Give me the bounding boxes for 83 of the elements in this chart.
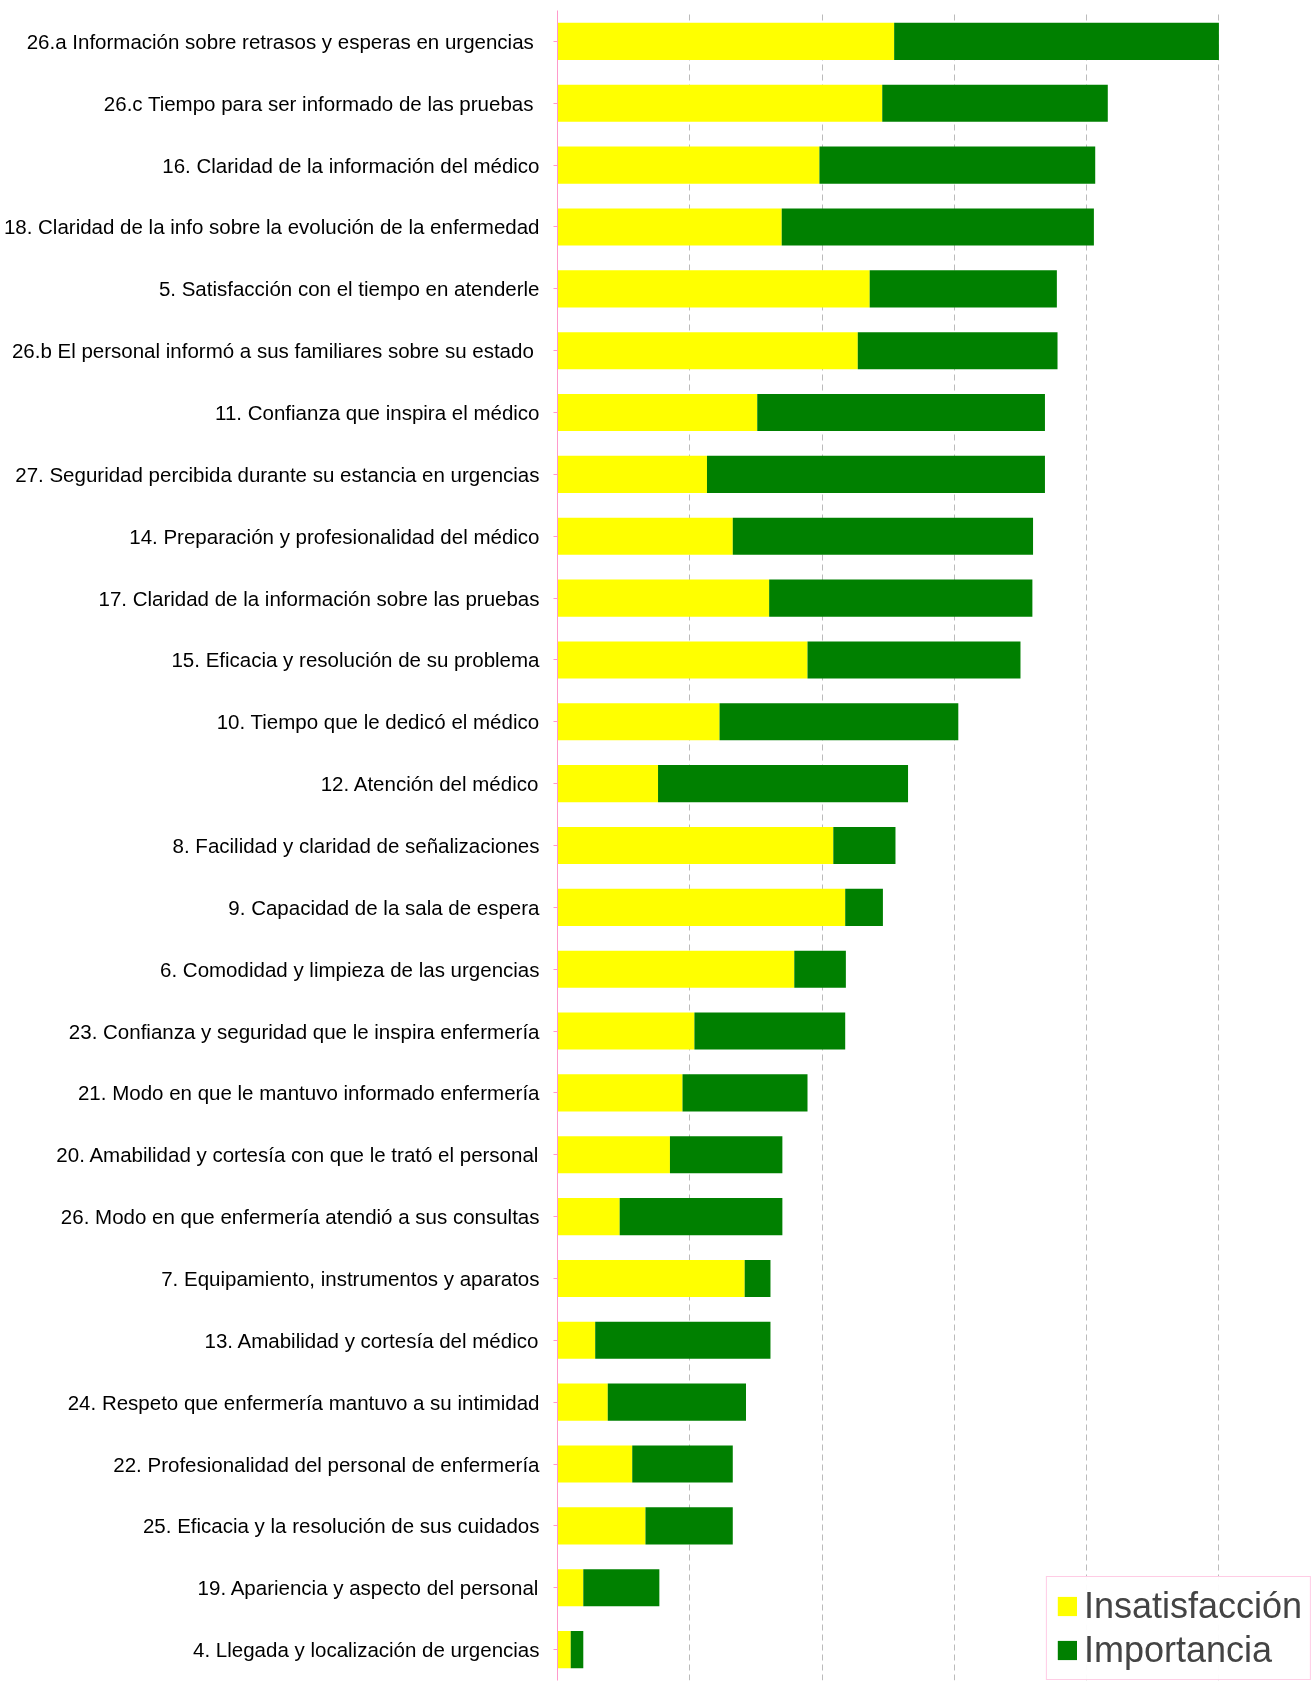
bar <box>557 765 659 803</box>
bar <box>557 1136 670 1174</box>
bar <box>557 1074 683 1112</box>
y-tick-label: 9. Capacidad de la sala de espera <box>228 895 541 919</box>
bar <box>781 208 1094 246</box>
bar <box>619 1198 783 1236</box>
bar <box>632 1445 733 1483</box>
y-tick-label: 11. Confianza que inspira el médico <box>215 401 540 425</box>
bar <box>882 84 1108 122</box>
bar <box>557 1445 633 1483</box>
bar <box>557 888 846 926</box>
bar <box>557 1012 695 1050</box>
y-tick-label: 13. Amabilidad y cortesía del médico <box>204 1328 539 1352</box>
y-tick-label: 12. Atención del médico <box>320 772 539 796</box>
y-tick-label: 20. Amabilidad y cortesía con que le trató el personal <box>56 1143 539 1167</box>
bar <box>645 1507 733 1545</box>
y-tick-label: 5. Satisfacción con el tiempo en atenderle <box>158 277 540 301</box>
bar <box>807 641 1021 679</box>
bar <box>757 393 1045 432</box>
y-tick-label: 19. Apariencia y aspecto del personal <box>197 1576 539 1600</box>
bar <box>557 146 820 184</box>
y-tick-label: 8. Facilidad y claridad de señalizaciones <box>172 834 540 857</box>
y-tick-label: 23. Confianza y seguridad que le inspira enfermería <box>68 1019 541 1043</box>
bar <box>557 579 770 617</box>
bar <box>557 1259 745 1298</box>
bar <box>706 455 1045 493</box>
bar <box>557 826 834 865</box>
y-tick-label: 26. Modo en que enfermería atendió a sus consultas <box>60 1205 540 1229</box>
bar <box>557 208 782 246</box>
bar <box>669 1136 783 1174</box>
bar <box>557 950 795 988</box>
y-tick-label: 26.c Tiempo para ser informado de las pruebas <box>103 91 534 115</box>
y-tick-label: 17. Claridad de la información sobre las pruebas <box>98 586 540 610</box>
bar <box>557 517 733 555</box>
y-tick-label: 10. Tiempo que le dedicó el médico <box>216 710 540 734</box>
bar <box>694 1012 846 1050</box>
bar <box>557 393 758 432</box>
bar <box>833 826 896 865</box>
legend-label: Importancia <box>1083 1629 1272 1671</box>
bar <box>557 1569 584 1607</box>
bar <box>557 332 858 370</box>
bar <box>744 1259 771 1298</box>
y-tick-label: 27. Seguridad percibida durante su estancia en urgencias <box>15 462 540 486</box>
y-tick-label: 26.a Información sobre retrasos y esperas en urgencias <box>26 29 534 53</box>
bar <box>583 1569 660 1607</box>
y-tick-label: 22. Profesionalidad del personal de enfermería <box>113 1452 541 1476</box>
y-tick-label: 14. Preparación y profesionalidad del médico <box>129 524 540 548</box>
bar <box>557 1198 620 1236</box>
bar <box>557 703 720 741</box>
y-tick-label: 16. Claridad de la información del médico <box>162 153 540 177</box>
bar <box>732 517 1034 555</box>
bar <box>557 1631 571 1669</box>
bar <box>894 22 1219 60</box>
bar <box>557 270 870 308</box>
bar <box>557 641 808 679</box>
bar <box>557 1383 608 1421</box>
y-tick-label: 4. Llegada y localización de urgencias <box>193 1638 540 1662</box>
bar <box>794 950 846 988</box>
y-tick-label: 24. Respeto que enfermería mantuvo a su intimidad <box>67 1390 540 1414</box>
legend-label: Insatisfacción <box>1083 1585 1302 1627</box>
bar <box>658 765 909 803</box>
bar <box>557 1321 596 1359</box>
bar <box>719 703 959 741</box>
bar <box>557 84 883 122</box>
bar <box>557 455 707 493</box>
y-tick-label: 26.b El personal informó a sus familiares sobre su estado <box>11 339 534 363</box>
bar <box>607 1383 746 1421</box>
y-tick-label: 25. Eficacia y la resolución de sus cuidados <box>142 1514 540 1538</box>
bar <box>769 579 1033 617</box>
y-tick-label: 21. Modo en que le mantuvo informado enfermería <box>77 1081 541 1105</box>
bar <box>557 1507 646 1545</box>
y-tick-label: 15. Eficacia y resolución de su problema <box>171 648 541 672</box>
bar <box>557 22 895 60</box>
y-tick-label: 7. Equipamiento, instrumentos y aparatos <box>161 1266 540 1290</box>
bar <box>869 270 1057 308</box>
bar <box>595 1321 771 1359</box>
bar <box>857 332 1058 370</box>
y-tick-label: 18. Claridad de la info sobre la evolución de la enfermedad <box>3 215 540 239</box>
bar <box>570 1631 584 1669</box>
bar <box>845 888 883 926</box>
y-tick-label: 6. Comodidad y limpieza de las urgencias <box>160 957 540 981</box>
bar <box>682 1074 808 1112</box>
bar <box>819 146 1096 184</box>
